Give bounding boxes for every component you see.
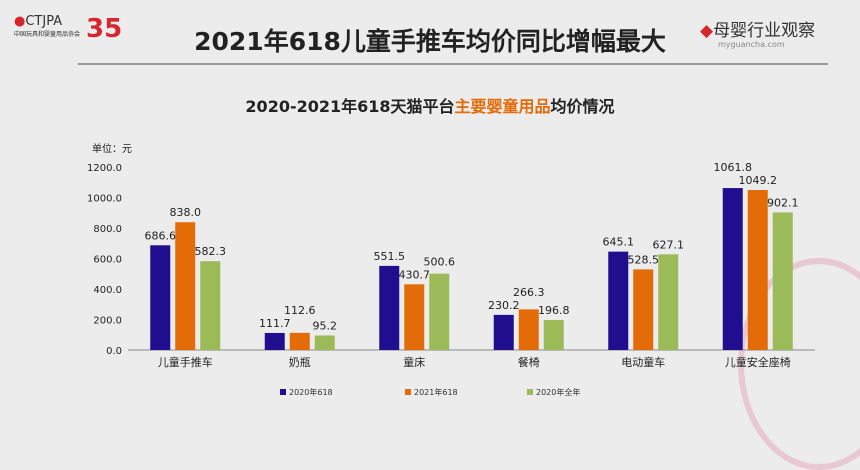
y-tick-label: 1000.0 (87, 194, 122, 205)
bar-1 (150, 245, 171, 350)
bar-2 (518, 309, 539, 350)
data-label: 230.2 (488, 299, 520, 312)
y-tick-label: 800.0 (93, 224, 122, 235)
legend-label: 2020年全年 (536, 387, 580, 397)
x-tick-label: 餐椅 (518, 355, 540, 369)
data-label: 627.1 (653, 238, 685, 251)
legend-label: 2021年618 (414, 387, 458, 397)
page-title: 2021年618儿童手推车均价同比增幅最大 (194, 27, 666, 56)
myguancha-url: myguancha.com (718, 40, 785, 49)
bar-1 (608, 251, 629, 350)
y-tick-label: 1200.0 (87, 163, 122, 174)
y-tick-label: 0.0 (106, 346, 122, 357)
bar-1 (722, 188, 743, 350)
legend-swatch (527, 389, 533, 395)
anniversary-35-logo: 35 (86, 14, 123, 44)
bar-3 (314, 335, 335, 350)
legend-swatch (405, 389, 411, 395)
data-label: 112.6 (284, 304, 316, 317)
y-tick-label: 600.0 (93, 255, 122, 266)
data-label: 196.8 (538, 304, 570, 317)
data-label: 266.3 (513, 286, 545, 299)
data-label: 551.5 (374, 250, 406, 263)
bar-2 (289, 332, 310, 350)
title-divider (78, 63, 828, 65)
data-label: 1049.2 (739, 174, 778, 187)
y-tick-label: 400.0 (93, 285, 122, 296)
bar-3 (200, 261, 221, 350)
x-tick-label: 儿童手推车 (158, 355, 213, 369)
bar-3 (772, 212, 793, 350)
bar-2 (175, 222, 196, 350)
data-label: 95.2 (313, 319, 338, 332)
bar-2 (747, 189, 768, 350)
legend-label: 2020年618 (289, 387, 333, 397)
ctjpa-logo: ●CTJPA 中国玩具和婴童用品协会 (14, 14, 81, 38)
bar-1 (379, 265, 400, 350)
data-label: 500.6 (424, 255, 456, 268)
data-label: 686.6 (145, 229, 177, 242)
y-axis-unit: 单位：元 (92, 144, 132, 155)
y-tick-label: 200.0 (93, 316, 122, 327)
bar-3 (429, 273, 450, 350)
data-label: 430.7 (399, 268, 431, 281)
bar-1 (493, 314, 514, 350)
myguancha-logo: ◆母婴行业观察 (700, 21, 816, 41)
data-label: 111.7 (259, 317, 291, 330)
data-label: 582.3 (195, 245, 227, 258)
data-label: 645.1 (603, 236, 635, 249)
bar-2 (404, 284, 425, 350)
data-label: 528.5 (628, 253, 660, 266)
bar-2 (633, 269, 654, 350)
bar-chart: 0.0 200.0 400.0 600.0 800.0 1000.0 1200.0 儿童手推车… (87, 161, 815, 397)
x-tick-label: 儿童安全座椅 (725, 355, 791, 369)
x-tick-label: 童床 (403, 355, 425, 369)
data-label: 1061.8 (714, 161, 753, 174)
x-tick-label: 奶瓶 (289, 355, 311, 369)
bar-3 (658, 254, 679, 350)
x-tick-label: 电动童车 (621, 355, 665, 369)
chart-title: 2020-2021年618天猫平台主要婴童用品均价情况 (245, 97, 615, 116)
bar-1 (264, 332, 285, 350)
legend-swatch (280, 389, 286, 395)
bar-3 (543, 319, 564, 350)
data-label: 902.1 (767, 196, 799, 209)
data-label: 838.0 (170, 206, 202, 219)
